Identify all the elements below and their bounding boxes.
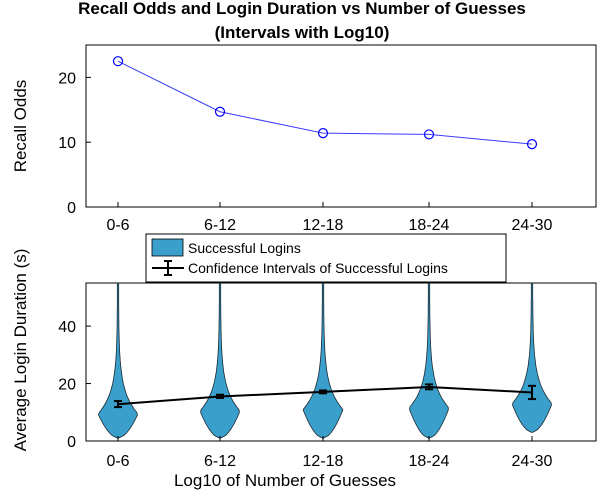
violin-shape xyxy=(512,282,552,433)
top-axes-box xyxy=(85,44,597,208)
bottom-y-tick-label: 40 xyxy=(58,319,76,336)
bottom-x-axis-label: Log10 of Number of Guesses xyxy=(174,471,396,490)
top-x-tick-label: 6-12 xyxy=(204,217,236,234)
top-y-tick-label: 20 xyxy=(58,70,76,87)
legend: Successful Logins Confidence Intervals o… xyxy=(145,233,507,283)
violin-shape xyxy=(200,282,240,439)
legend-ci-label: Confidence Intervals of Successful Login… xyxy=(188,260,448,276)
ci-errorbar xyxy=(528,384,536,401)
recall-odds-point xyxy=(423,129,435,140)
recall-odds-line xyxy=(117,60,533,145)
bottom-x-tick-label: 12-18 xyxy=(303,453,344,470)
chart-title: Recall Odds and Login Duration vs Number… xyxy=(78,0,526,18)
bottom-x-tick-label: 24-30 xyxy=(512,453,553,470)
violin-shape xyxy=(409,282,449,439)
chart-subtitle: (Intervals with Log10) xyxy=(215,23,390,42)
violin-shape xyxy=(302,282,344,439)
top-y-tick-label: 0 xyxy=(67,200,76,217)
ci-errorbar xyxy=(319,389,327,395)
violin-shape xyxy=(98,282,138,439)
legend-ci-swatch xyxy=(152,260,184,276)
top-x-tick-label: 12-18 xyxy=(303,217,344,234)
bottom-y-ticks: 0 20 40 xyxy=(58,319,91,451)
ci-errorbar xyxy=(114,400,122,409)
recall-odds-point xyxy=(526,139,538,150)
ci-errorbar xyxy=(216,393,224,399)
top-y-tick-label: 10 xyxy=(58,135,76,152)
bottom-x-ticks: 0-6 6-12 12-18 18-24 24-30 xyxy=(106,436,553,470)
bottom-y-tick-label: 0 xyxy=(67,434,76,451)
legend-violin-swatch xyxy=(151,238,184,257)
bottom-y-tick-label: 20 xyxy=(58,377,76,394)
recall-odds-point xyxy=(112,56,124,67)
recall-odds-markers xyxy=(112,56,538,150)
legend-box xyxy=(145,233,507,283)
recall-odds-plot: 0 10 20 0-6 6-12 12-18 18-24 24-30 Recall Odds xyxy=(11,44,597,234)
bottom-axes-box xyxy=(85,282,597,442)
top-x-tick-label: 24-30 xyxy=(512,217,553,234)
bottom-x-tick-label: 6-12 xyxy=(204,453,236,470)
login-duration-plot: 0 20 40 0-6 6-12 12-18 18-24 24-30 Average Log… xyxy=(11,249,597,490)
violin-group xyxy=(98,282,552,439)
recall-odds-point xyxy=(317,128,329,139)
legend-violin-label: Successful Logins xyxy=(188,240,301,256)
bottom-y-axis-label: Average Login Duration (s) xyxy=(11,249,30,452)
top-x-tick-label: 18-24 xyxy=(409,217,450,234)
top-y-ticks: 0 10 20 xyxy=(58,70,91,217)
recall-odds-point xyxy=(214,106,226,117)
ci-errorbars xyxy=(114,383,536,409)
bottom-x-tick-label: 18-24 xyxy=(409,453,450,470)
top-y-axis-label: Recall Odds xyxy=(11,80,30,173)
top-x-tick-label: 0-6 xyxy=(106,217,129,234)
top-x-ticks: 0-6 6-12 12-18 18-24 24-30 xyxy=(106,202,553,234)
ci-errorbar xyxy=(425,383,433,391)
bottom-x-tick-label: 0-6 xyxy=(106,453,129,470)
